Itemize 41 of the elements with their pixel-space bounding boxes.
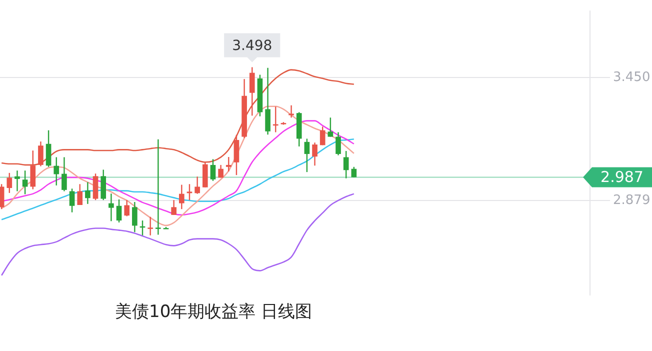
candlestick: [312, 142, 318, 166]
candlestick: [288, 104, 294, 118]
candlestick: [108, 192, 114, 222]
candlestick: [343, 150, 349, 179]
candlestick: [186, 184, 192, 201]
candlestick: [178, 184, 184, 210]
candlestick: [22, 170, 28, 195]
candlestick: [62, 156, 67, 192]
candlestick: [69, 188, 75, 213]
candlestick: [148, 216, 153, 236]
candlestick: [77, 184, 83, 206]
candlestick: [218, 164, 224, 178]
candlestick: [320, 126, 326, 146]
candlestick: [132, 201, 138, 233]
annotation: 3.498: [232, 38, 272, 54]
candlestick: [328, 116, 334, 138]
y-tick-label: 2.879: [613, 192, 650, 208]
candlestick: [92, 172, 98, 201]
line-series: [0, 193, 355, 276]
candlestick: [46, 130, 52, 168]
candlestick: [6, 172, 12, 194]
candlestick: [210, 158, 216, 182]
candlestick: [171, 199, 176, 216]
candlestick: [265, 67, 270, 136]
candlestick: [85, 182, 90, 205]
candlestick: [116, 198, 122, 224]
ref-line-label: 2.987: [600, 168, 644, 186]
candlestick: [226, 156, 232, 172]
line-series: [0, 138, 355, 220]
candlestick: [54, 156, 60, 186]
candlestick: [156, 138, 161, 236]
candlestick: [304, 138, 310, 173]
y-tick-label: 3.450: [613, 70, 650, 85]
candlestick: [0, 184, 4, 210]
candlestick: [124, 199, 130, 217]
candlestick: [14, 170, 20, 192]
line-series: [0, 106, 355, 226]
candlestick: [100, 169, 106, 201]
text: 美债10年期收益率 日线图: [115, 301, 312, 323]
candlestick: [194, 176, 200, 194]
candlestick: [336, 132, 341, 156]
